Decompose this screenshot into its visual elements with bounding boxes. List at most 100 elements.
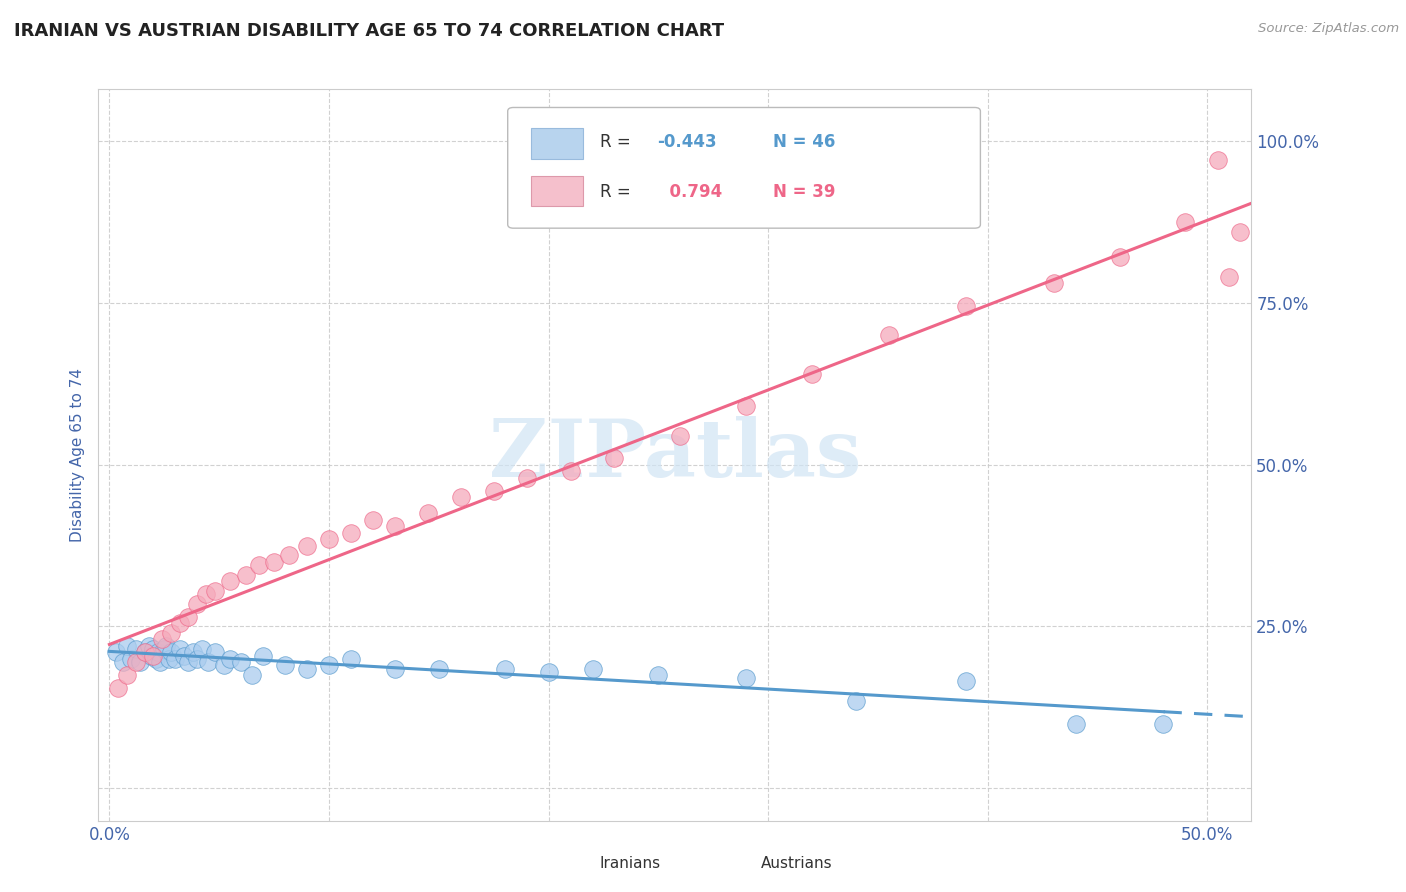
Point bbox=[603, 451, 626, 466]
FancyBboxPatch shape bbox=[560, 854, 592, 874]
Point bbox=[340, 525, 363, 540]
Point bbox=[482, 483, 505, 498]
Point bbox=[801, 367, 824, 381]
Y-axis label: Disability Age 65 to 74: Disability Age 65 to 74 bbox=[70, 368, 86, 542]
Point bbox=[416, 506, 439, 520]
Point bbox=[240, 668, 263, 682]
Point bbox=[129, 655, 152, 669]
Point bbox=[581, 661, 603, 675]
Text: IRANIAN VS AUSTRIAN DISABILITY AGE 65 TO 74 CORRELATION CHART: IRANIAN VS AUSTRIAN DISABILITY AGE 65 TO… bbox=[14, 22, 724, 40]
Point bbox=[165, 652, 187, 666]
Point bbox=[195, 587, 218, 601]
Point bbox=[155, 639, 177, 653]
Point bbox=[219, 652, 242, 666]
Point bbox=[384, 661, 406, 675]
Point bbox=[361, 513, 384, 527]
Point bbox=[134, 645, 156, 659]
Point bbox=[125, 642, 148, 657]
Point bbox=[104, 645, 127, 659]
Point bbox=[427, 661, 450, 675]
Point bbox=[107, 681, 129, 695]
Text: Source: ZipAtlas.com: Source: ZipAtlas.com bbox=[1258, 22, 1399, 36]
Point bbox=[955, 674, 977, 689]
Point bbox=[212, 658, 235, 673]
Point bbox=[219, 574, 242, 589]
Text: ZIPatlas: ZIPatlas bbox=[489, 416, 860, 494]
Point bbox=[1042, 277, 1064, 291]
Point bbox=[177, 655, 200, 669]
Point bbox=[295, 539, 318, 553]
Point bbox=[669, 428, 692, 442]
Text: R =: R = bbox=[600, 133, 631, 151]
Point bbox=[138, 639, 160, 653]
FancyBboxPatch shape bbox=[508, 108, 980, 228]
Point bbox=[160, 645, 183, 659]
Point bbox=[877, 328, 900, 343]
Point bbox=[149, 655, 172, 669]
Point bbox=[252, 648, 274, 663]
Point bbox=[1174, 215, 1197, 229]
FancyBboxPatch shape bbox=[531, 128, 582, 159]
Point bbox=[1153, 716, 1175, 731]
Point bbox=[1208, 153, 1230, 168]
Point bbox=[115, 639, 138, 653]
Point bbox=[204, 645, 226, 659]
Point bbox=[1064, 716, 1087, 731]
Point bbox=[955, 299, 977, 313]
Point bbox=[146, 645, 169, 659]
Point bbox=[235, 567, 257, 582]
Text: -0.443: -0.443 bbox=[658, 133, 717, 151]
Point bbox=[139, 648, 162, 663]
Point bbox=[735, 400, 758, 414]
Point bbox=[125, 655, 148, 669]
Point bbox=[115, 668, 138, 682]
Point bbox=[560, 464, 582, 478]
Point bbox=[274, 658, 297, 673]
Point bbox=[1218, 269, 1240, 284]
Point bbox=[197, 655, 219, 669]
Point bbox=[516, 470, 538, 484]
Point bbox=[153, 642, 176, 657]
Point bbox=[134, 645, 156, 659]
Point bbox=[111, 655, 134, 669]
Point bbox=[157, 652, 180, 666]
Point bbox=[142, 648, 165, 663]
Point bbox=[186, 652, 208, 666]
Point bbox=[263, 555, 285, 569]
Text: N = 46: N = 46 bbox=[773, 133, 835, 151]
Point bbox=[247, 558, 270, 572]
Point bbox=[142, 642, 165, 657]
Point bbox=[537, 665, 560, 679]
Point bbox=[340, 652, 363, 666]
Point bbox=[169, 642, 191, 657]
Point bbox=[450, 490, 472, 504]
Point bbox=[186, 597, 208, 611]
Text: N = 39: N = 39 bbox=[773, 183, 835, 201]
Point bbox=[150, 632, 173, 647]
Point bbox=[231, 655, 253, 669]
Point bbox=[1229, 225, 1251, 239]
Point bbox=[295, 661, 318, 675]
Text: 0.794: 0.794 bbox=[658, 183, 721, 201]
Point bbox=[173, 648, 195, 663]
Point bbox=[160, 626, 183, 640]
Text: R =: R = bbox=[600, 183, 631, 201]
Point bbox=[647, 668, 669, 682]
Text: Austrians: Austrians bbox=[762, 856, 832, 871]
Point bbox=[190, 642, 212, 657]
Point bbox=[735, 671, 758, 685]
Point bbox=[169, 616, 191, 631]
Point bbox=[204, 583, 226, 598]
Point bbox=[318, 658, 340, 673]
Point bbox=[177, 609, 200, 624]
FancyBboxPatch shape bbox=[721, 854, 754, 874]
Point bbox=[494, 661, 516, 675]
Point bbox=[1108, 251, 1130, 265]
Point bbox=[845, 694, 868, 708]
Point bbox=[384, 519, 406, 533]
Point bbox=[145, 652, 167, 666]
Point bbox=[318, 532, 340, 546]
FancyBboxPatch shape bbox=[531, 176, 582, 206]
Point bbox=[181, 645, 204, 659]
Point bbox=[120, 652, 142, 666]
